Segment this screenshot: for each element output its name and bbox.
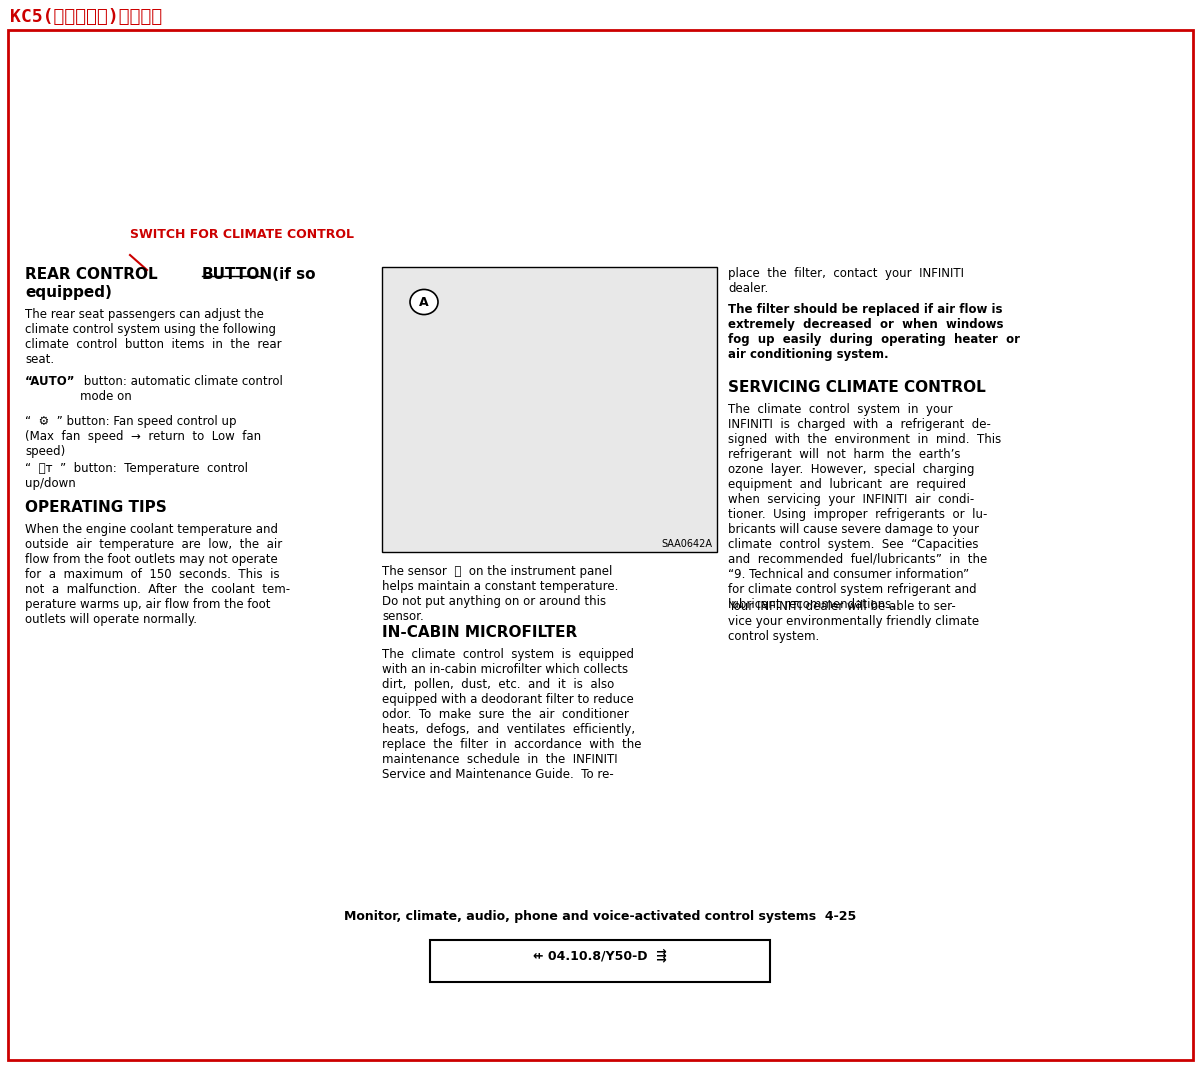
Text: The sensor  Ⓐ  on the instrument panel
helps maintain a constant temperature.
Do: The sensor Ⓐ on the instrument panel hel… [382,565,619,623]
Text: OPERATING TIPS: OPERATING TIPS [25,500,167,515]
Text: equipped): equipped) [25,285,112,300]
Text: “AUTO”: “AUTO” [25,375,76,388]
Text: “  ⚙  ” button: Fan speed control up
(Max  fan  speed  →  return  to  Low  fan
s: “ ⚙ ” button: Fan speed control up (Max … [25,415,261,458]
Bar [382,267,717,553]
Text: button: automatic climate control
mode on: button: automatic climate control mode o… [80,375,283,403]
Text: SWITCH FOR CLIMATE CONTROL: SWITCH FOR CLIMATE CONTROL [130,228,354,241]
Bar [430,940,770,982]
Text: The  climate  control  system  in  your
INFINITI  is  charged  with  a  refriger: The climate control system in your INFIN… [728,403,1002,611]
Text: SAA0642A: SAA0642A [661,538,712,549]
Text: The rear seat passengers can adjust the
climate control system using the followi: The rear seat passengers can adjust the … [25,308,281,366]
Circle shape [410,290,438,314]
Text: The filter should be replaced if air flow is
extremely  decreased  or  when  win: The filter should be replaced if air flo… [728,303,1020,361]
Text: A: A [419,296,429,309]
Text: The  climate  control  system  is  equipped
with an in-cabin microfilter which c: The climate control system is equipped w… [382,648,641,781]
Text: place  the  filter,  contact  your  INFINITI
dealer.: place the filter, contact your INFINITI … [728,267,964,295]
Text: SERVICING CLIMATE CONTROL: SERVICING CLIMATE CONTROL [728,380,986,395]
Text: KC5(ｴｱｲコン)次頁有り: KC5(ｴｱｲコン)次頁有り [10,8,162,26]
Text: REAR CONTROL: REAR CONTROL [25,267,163,282]
Text: Monitor, climate, audio, phone and voice-activated control systems  4-25: Monitor, climate, audio, phone and voice… [343,910,856,923]
Text: (if so: (if so [267,267,316,282]
Text: Your INFINITI dealer will be able to ser-
vice your environmentally friendly cli: Your INFINITI dealer will be able to ser… [728,600,979,643]
Text: BUTTON: BUTTON [202,267,273,282]
Text: ⇷ 04.10.8/Y50-D  ⇶: ⇷ 04.10.8/Y50-D ⇶ [533,948,667,962]
Text: “  Ⓣᴛ  ”  button:  Temperature  control
up/down: “ Ⓣᴛ ” button: Temperature control up/do… [25,462,247,490]
Text: When the engine coolant temperature and
outside  air  temperature  are  low,  th: When the engine coolant temperature and … [25,523,291,626]
Text: IN-CABIN MICROFILTER: IN-CABIN MICROFILTER [382,625,578,640]
